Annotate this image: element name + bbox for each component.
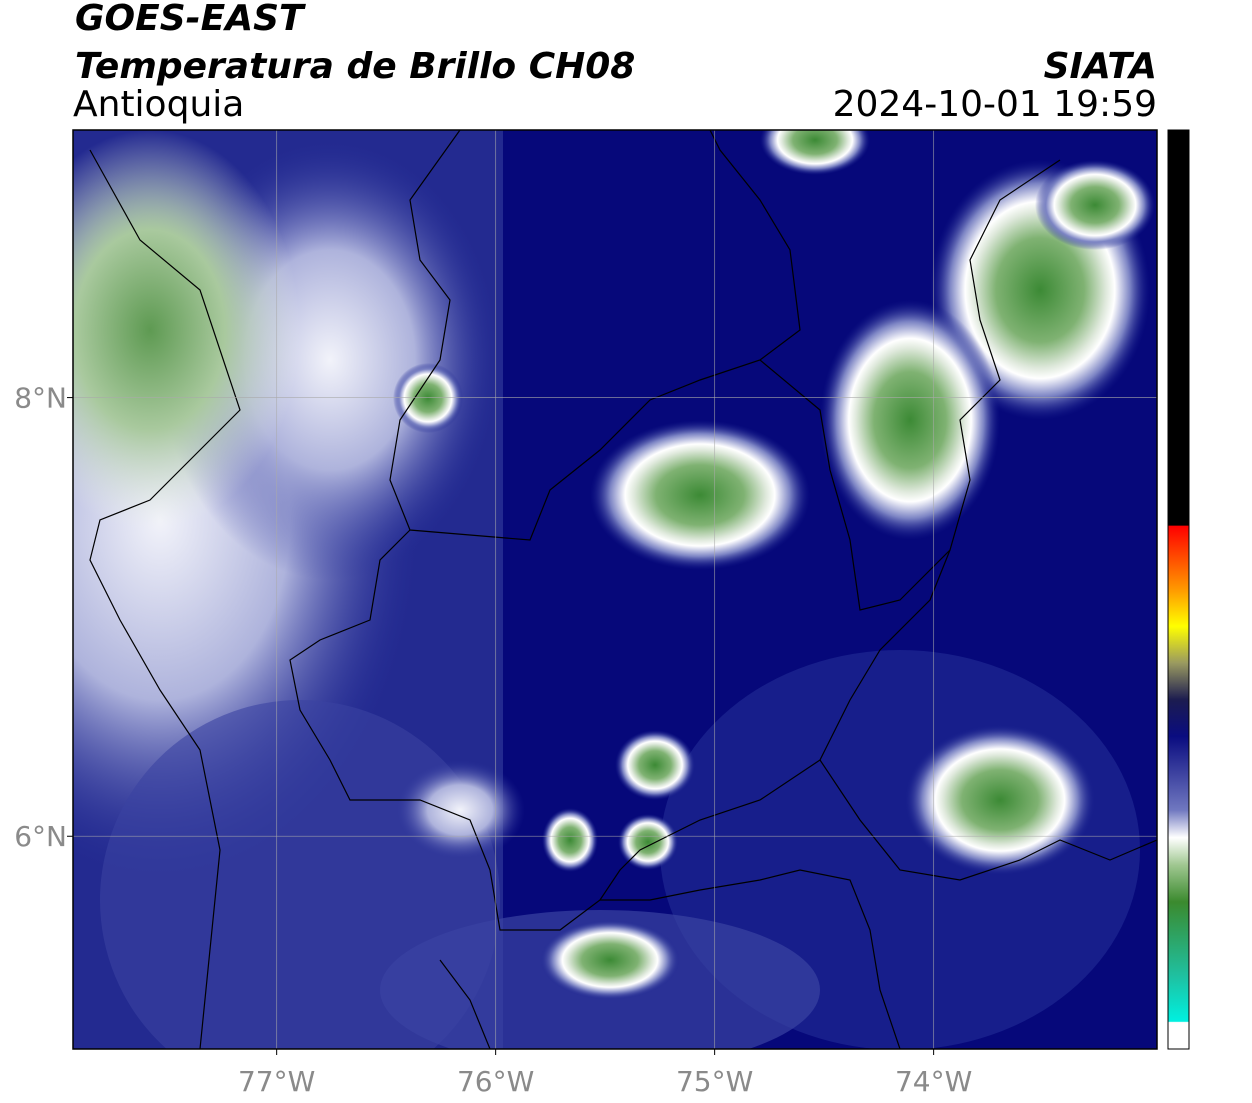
lat-tick-label: 6°N [14, 820, 67, 853]
lon-tick-label: 77°W [238, 1065, 315, 1098]
title: GOES-EAST [75, 0, 306, 39]
graticule [67, 130, 1157, 1055]
colorbar [1167, 129, 1190, 1050]
lat-tick-label: 8°N [14, 382, 67, 415]
lon-tick-label: 76°W [457, 1065, 534, 1098]
timestamp: 2024-10-01 19:59 [833, 84, 1157, 125]
lon-tick-label: 74°W [895, 1065, 972, 1098]
region: Antioquia [73, 84, 244, 125]
lon-tick-label: 75°W [676, 1065, 753, 1098]
colorbar-scale [1167, 129, 1190, 1050]
borders [89, 130, 1157, 1049]
source: SIATA [1044, 46, 1157, 87]
map-frame [72, 129, 1158, 1050]
subtitle: Temperatura de Brillo CH08 [75, 46, 635, 87]
satellite-image [73, 130, 1157, 1049]
